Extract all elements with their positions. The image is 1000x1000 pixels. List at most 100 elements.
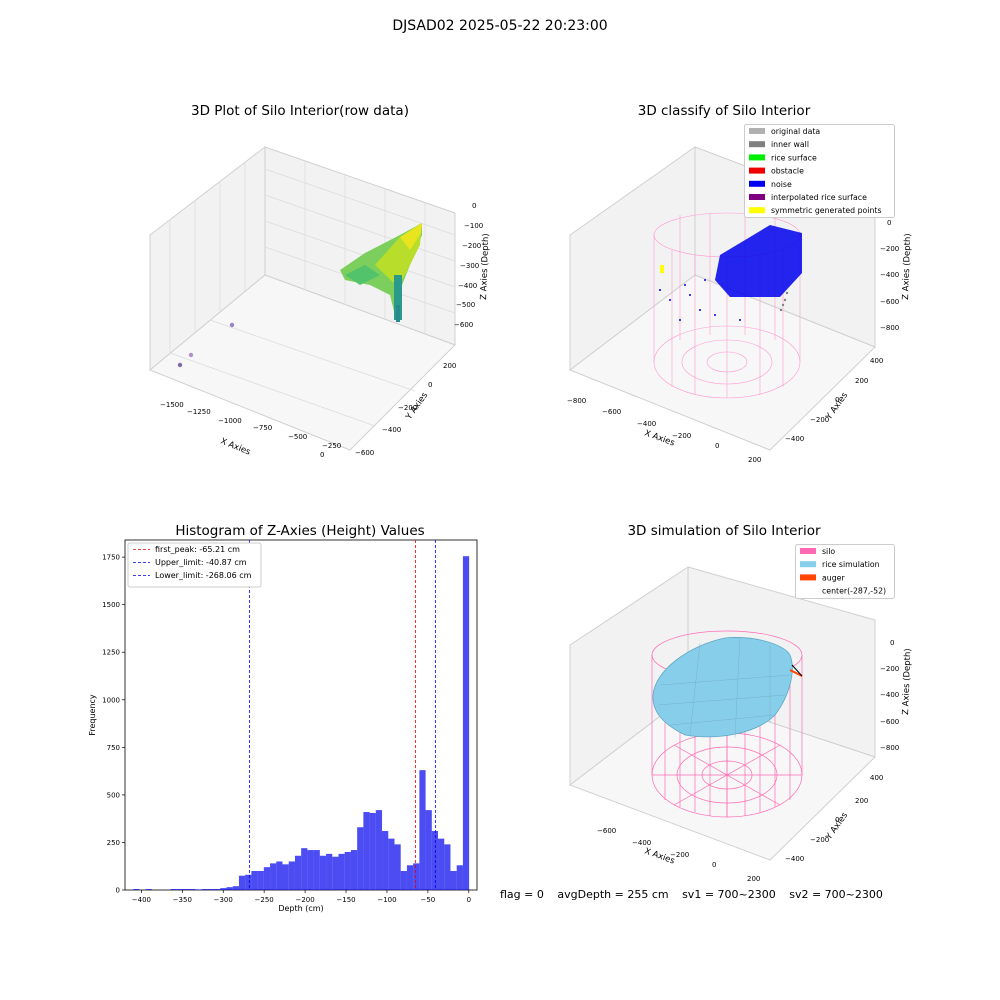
classify-xtick: −400 — [637, 420, 656, 428]
histogram-xtick-label: 0 — [467, 896, 471, 904]
histogram-xtick-label: −350 — [173, 896, 192, 904]
sv2-readout: sv2 = 700~2300 — [789, 888, 883, 901]
simulation-ytick: 200 — [855, 797, 868, 805]
classify-3d-plot: −800 −600 −400 −200 0 200 400 200 0 −200… — [567, 146, 913, 464]
histogram-bar — [301, 848, 308, 890]
histogram-bar — [201, 889, 208, 890]
classify-inner-wall-points — [779, 291, 789, 312]
histogram-bar — [226, 887, 233, 890]
classify-z-axis-label: Z Axies (Depth) — [901, 233, 913, 300]
simulation-z-axis-label: Z Axies (Depth) — [901, 648, 913, 715]
histogram-bar — [257, 870, 264, 890]
raw-ytick: −400 — [382, 426, 401, 434]
histogram-bar — [245, 874, 252, 890]
classify-ztick: −800 — [880, 324, 899, 332]
histogram-bar — [313, 850, 320, 890]
histogram-bar — [251, 870, 258, 890]
histogram-bar — [350, 850, 358, 890]
simulation-x-axis-label: X Axies — [643, 846, 676, 866]
raw-xtick: 0 — [320, 451, 324, 459]
histogram-bar — [189, 889, 196, 890]
simulation-auger — [789, 669, 803, 677]
raw-xtick: −250 — [322, 442, 341, 450]
histogram-bar — [176, 889, 183, 890]
raw-3d-plot: −1500 −1250 −100 0 −750 −500 −250 0 200 0… — [149, 145, 491, 459]
classify-symmetric-points — [660, 265, 664, 273]
raw-xtick: −750 — [253, 424, 272, 432]
classify-legend: original data inner wall rice surface obsta… — [744, 124, 895, 218]
histogram-bar — [419, 770, 426, 890]
histogram-ytick-label: 750 — [107, 744, 120, 752]
raw-outlier-point — [229, 322, 235, 328]
legend-label: symmetric generated points — [771, 206, 882, 215]
classify-plot-title: 3D classify of Silo Interior — [637, 103, 811, 119]
histogram-bar — [357, 827, 364, 890]
histogram-legend-label: Lower_limit: -268.06 cm — [155, 571, 252, 580]
raw-xtick: −1250 — [187, 408, 211, 416]
histogram-ytick-label: 1500 — [102, 601, 120, 609]
raw-ytick: 0 — [428, 381, 432, 389]
sv1-readout: sv1 = 700~2300 — [682, 888, 776, 901]
histogram-bar — [207, 889, 215, 890]
simulation-legend: silo rice simulation auger center(-287,-52) — [795, 544, 895, 599]
histogram-xtick-label: −250 — [255, 896, 274, 904]
simulation-xtick: −600 — [597, 827, 616, 835]
histogram-bar — [326, 853, 333, 890]
histogram-bar — [425, 810, 432, 890]
status-footer: flag = 0 avgDepth = 255 cm sv1 = 700~230… — [500, 888, 920, 901]
histogram-bar — [145, 889, 152, 890]
histogram-bar — [270, 863, 277, 890]
legend-swatch — [749, 180, 765, 187]
histogram-bar — [319, 855, 327, 890]
histogram-ytick-label: 1750 — [102, 554, 120, 562]
simulation-ztick: −800 — [880, 744, 899, 752]
histogram-legend: first_peak: -65.21 cm Upper_limit: -40.87… — [127, 542, 262, 588]
raw-xtick: −500 — [288, 433, 307, 441]
simulation-xtick: −400 — [632, 839, 651, 847]
histogram-axes-frame — [124, 539, 478, 891]
legend-label: obstacle — [771, 167, 804, 176]
figure-suptitle: DJSAD02 2025-05-22 20:23:00 — [392, 18, 608, 34]
histogram-bar — [456, 865, 463, 890]
raw-ytick: 200 — [443, 362, 456, 370]
legend-swatch — [800, 561, 816, 568]
legend-swatch — [749, 167, 765, 174]
raw-ztick: 0 — [472, 202, 476, 210]
legend-swatch — [800, 548, 816, 554]
simulation-ytick: −200 — [810, 836, 829, 844]
histogram-bar — [238, 875, 246, 890]
classify-xtick: 0 — [715, 442, 719, 450]
legend-label: interpolated rice surface — [771, 193, 867, 202]
classify-ytick: 200 — [855, 377, 868, 385]
legend-swatch — [800, 574, 816, 581]
simulation-ztick: −400 — [880, 691, 899, 699]
histogram-bar — [294, 855, 302, 890]
raw-xtick: −1500 — [160, 401, 184, 409]
legend-label: rice simulation — [822, 560, 880, 569]
classify-ztick: −200 — [880, 245, 899, 253]
legend-label: center(-287,-52) — [822, 587, 886, 596]
histogram-bar — [182, 889, 190, 890]
simulation-ztick: −600 — [880, 718, 899, 726]
raw-floor — [149, 274, 456, 451]
raw-ztick: −500 — [456, 301, 475, 309]
legend-label: silo — [822, 547, 835, 556]
histogram-xtick-label: −400 — [132, 896, 151, 904]
legend-swatch — [749, 154, 765, 161]
raw-ztick: −100 — [464, 222, 483, 230]
classify-ztick: 0 — [887, 219, 891, 227]
simulation-ytick: −400 — [785, 855, 804, 863]
histogram-bar — [276, 861, 283, 890]
simulation-ytick: 0 — [835, 816, 839, 824]
histogram-ytick-label: 1250 — [102, 649, 120, 657]
simulation-ztick: 0 — [890, 639, 894, 647]
raw-x-axis-label: X Axies — [219, 437, 252, 458]
simulation-xtick: −200 — [670, 851, 689, 859]
flag-readout: flag = 0 — [500, 888, 544, 901]
histogram-bar — [220, 888, 227, 890]
histogram-bar — [462, 556, 470, 890]
legend-swatch — [749, 194, 765, 200]
classify-xtick: 200 — [748, 456, 761, 464]
histogram-x-axis-label: Depth (cm) — [278, 904, 323, 913]
classify-ztick: −600 — [880, 298, 899, 306]
